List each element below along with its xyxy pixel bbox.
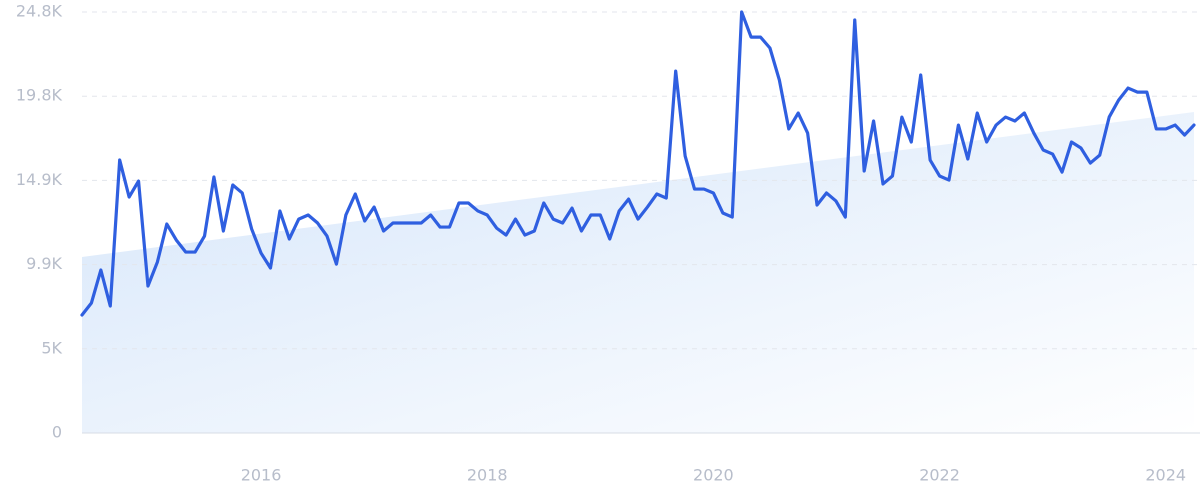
x-tick-label: 2016 xyxy=(241,466,282,485)
y-tick-label: 9.9K xyxy=(26,254,62,273)
y-tick-label: 24.8K xyxy=(16,2,63,21)
y-tick-label: 5K xyxy=(41,338,62,357)
x-tick-label: 2024 xyxy=(1145,466,1186,485)
x-tick-label: 2022 xyxy=(919,466,960,485)
x-tick-label: 2020 xyxy=(693,466,734,485)
trend-area xyxy=(82,111,1194,434)
x-tick-label: 2018 xyxy=(467,466,508,485)
y-tick-label: 19.8K xyxy=(16,86,63,105)
line xyxy=(80,10,1196,317)
y-tick-label: 0 xyxy=(52,423,62,442)
y-tick-label: 14.9K xyxy=(16,170,63,189)
